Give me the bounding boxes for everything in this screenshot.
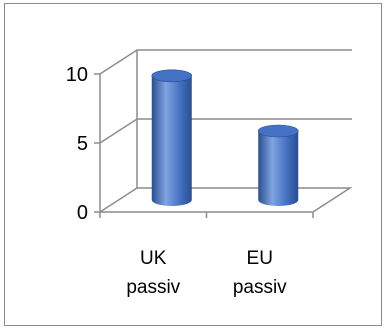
gridlines xyxy=(94,50,352,212)
gridline-5 xyxy=(100,119,352,143)
y-tick-label-0: 0 xyxy=(77,202,88,224)
gridline-10 xyxy=(100,50,352,74)
y-tick-labels: 0 5 10 xyxy=(66,64,88,224)
bar-body-0 xyxy=(152,76,192,206)
y-tick-label-10: 10 xyxy=(66,64,88,86)
category-labels: UK passiv EU passiv xyxy=(126,248,287,298)
bars xyxy=(152,70,299,206)
category-label-0-line-1: passiv xyxy=(126,277,180,298)
bar-0 xyxy=(152,70,192,206)
category-label-1-line-1: passiv xyxy=(233,277,287,298)
bar-body-1 xyxy=(258,131,298,206)
bar-1 xyxy=(258,125,298,206)
bar-top-1 xyxy=(258,125,298,137)
y-tick-label-5: 5 xyxy=(77,133,88,155)
category-label-0-line-0: UK xyxy=(140,248,167,269)
category-label-1-line-0: EU xyxy=(247,248,273,269)
bar-top-0 xyxy=(152,70,192,82)
floor-outline xyxy=(100,188,350,212)
